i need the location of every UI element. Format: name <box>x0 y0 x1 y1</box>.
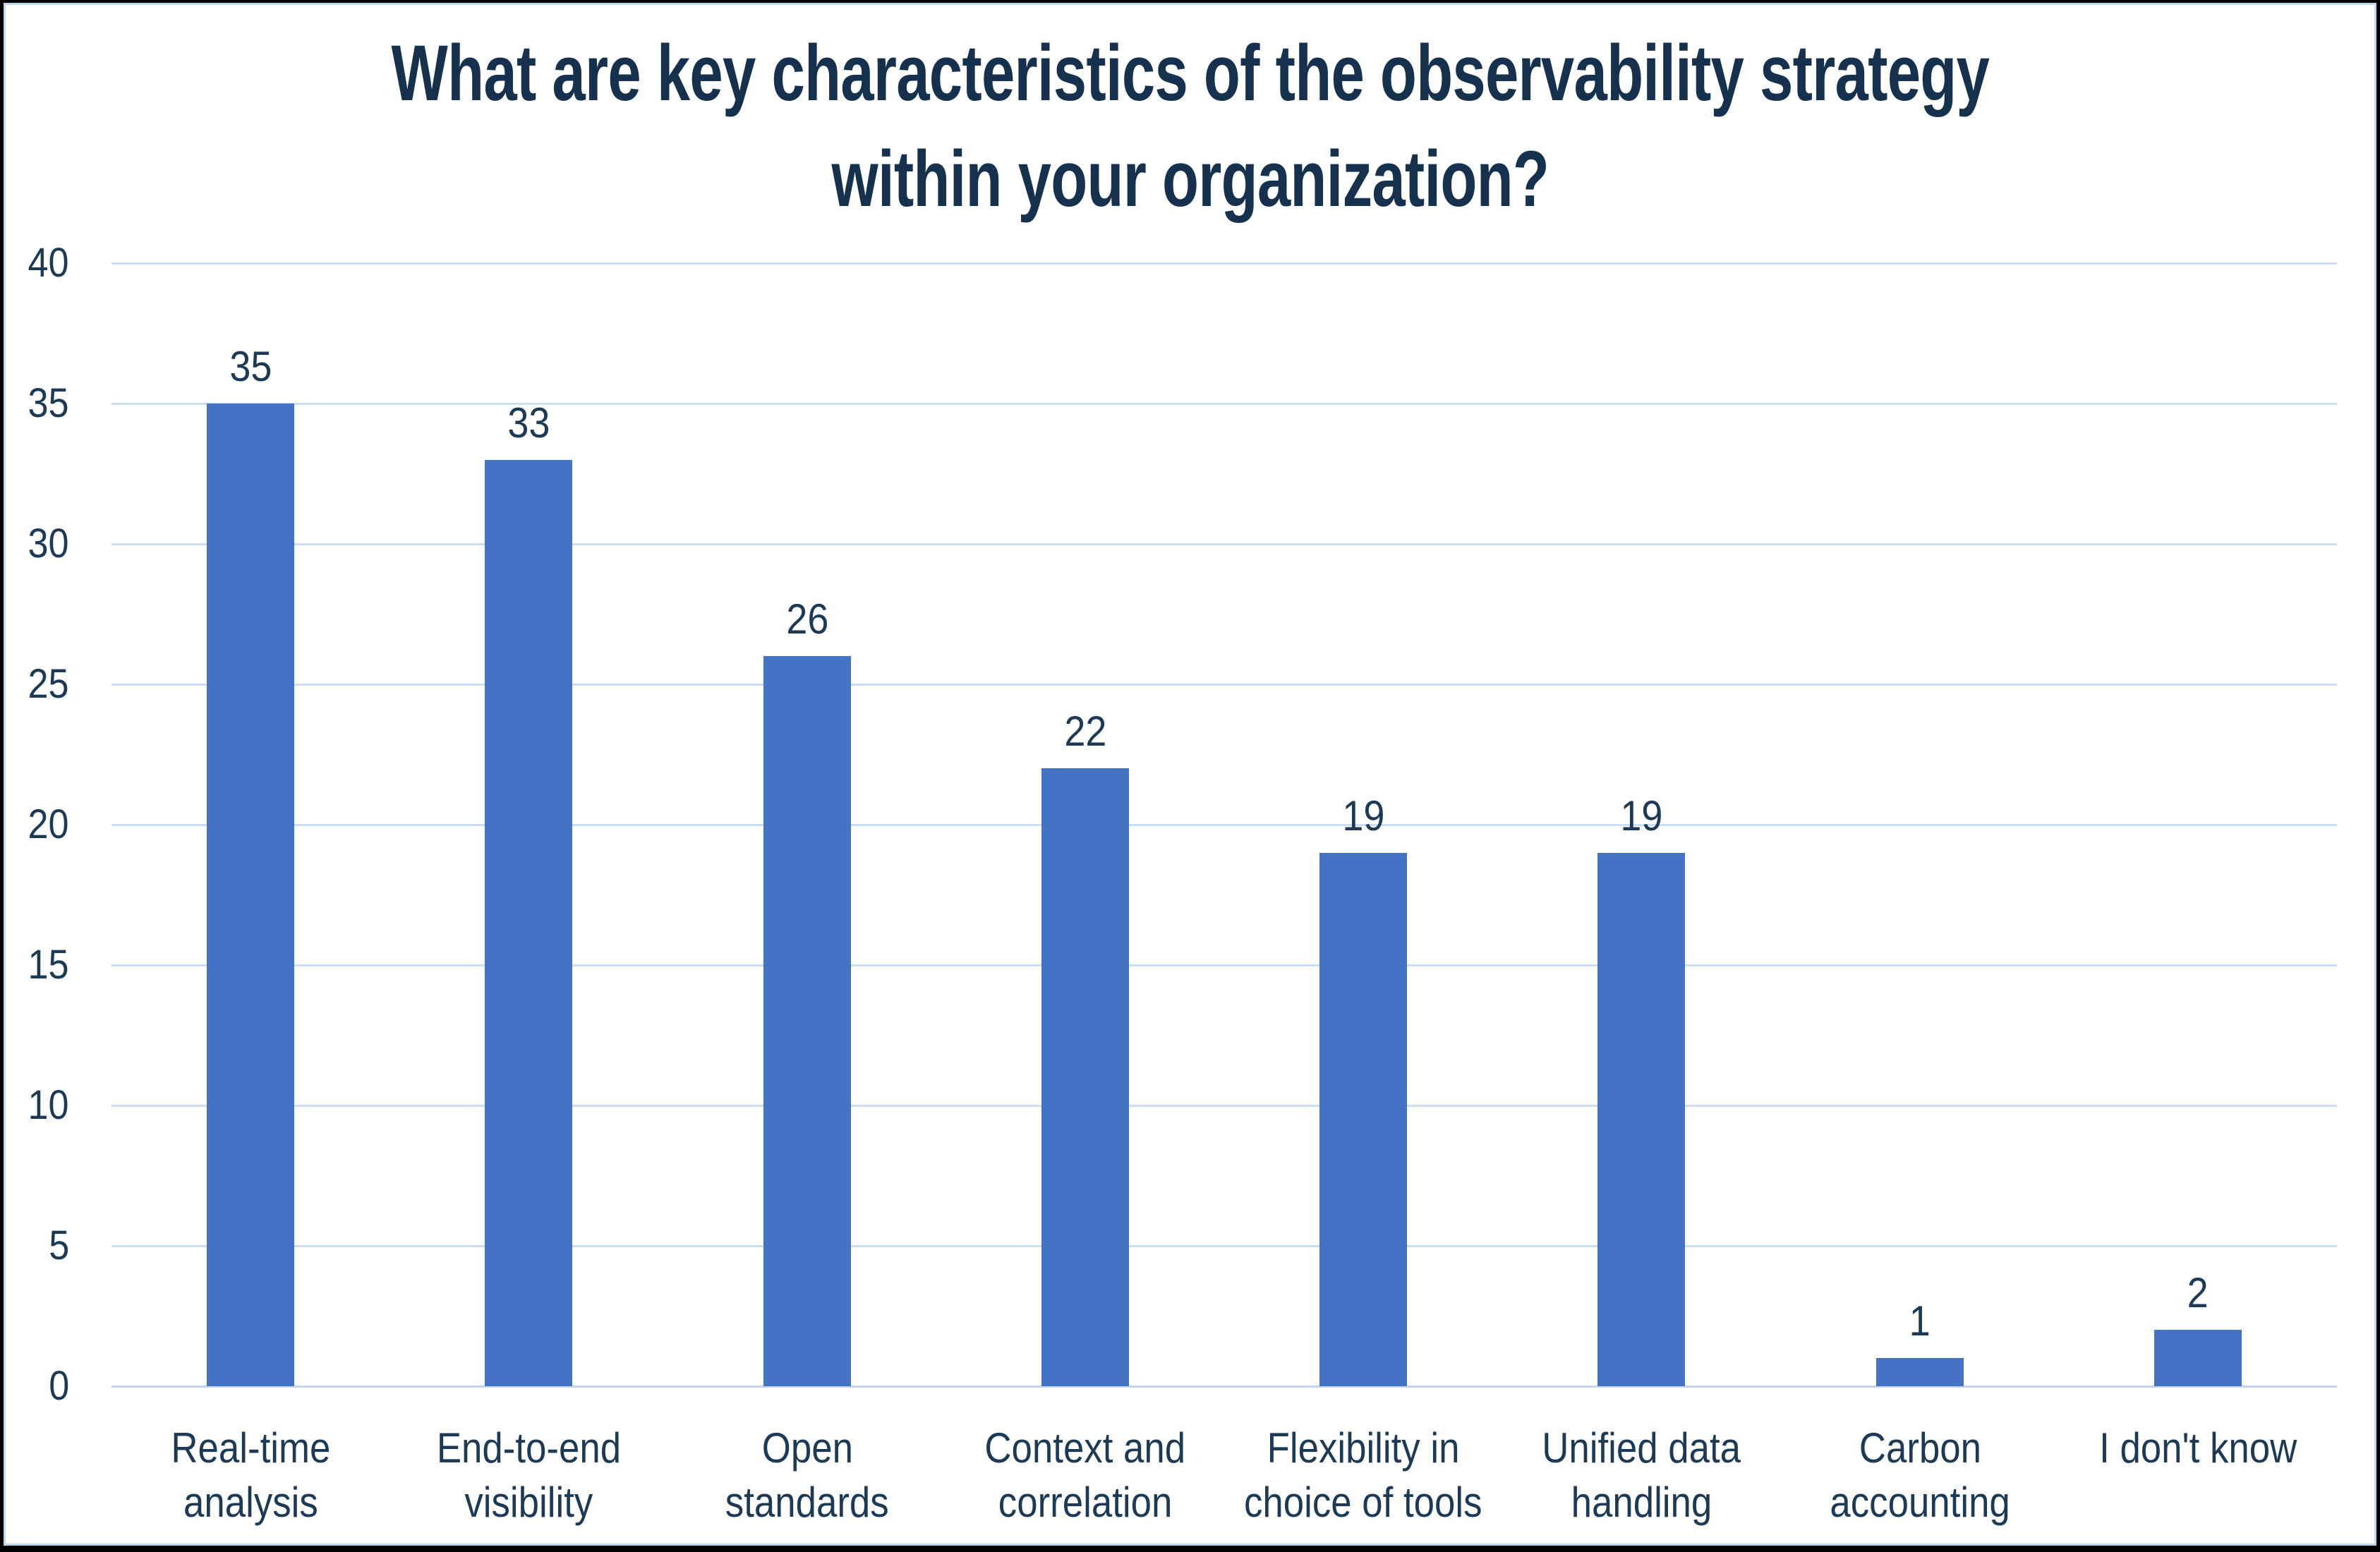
bar <box>1597 853 1685 1386</box>
bar-value: 1 <box>1909 1297 1931 1345</box>
x-axis-category-text: I don't know <box>2098 1424 2297 1472</box>
gridline <box>111 1105 2337 1107</box>
x-axis-category-text: End-to-end <box>436 1424 621 1472</box>
chart-title-line-2: within your organization? <box>831 135 1549 223</box>
gridline <box>111 824 2337 826</box>
gridline <box>111 684 2337 686</box>
x-axis-category-label: Open standards <box>668 1421 946 1529</box>
bar-value-label: 1 <box>1781 1295 2059 1348</box>
bar-value-label: 35 <box>111 340 389 394</box>
x-axis-category-text: Open <box>761 1424 853 1472</box>
bar-value-label: 19 <box>1502 789 1780 843</box>
gridline <box>111 262 2337 265</box>
x-axis-category-label-line: accounting <box>1781 1475 2059 1529</box>
x-axis-category-label-line: Real-time <box>111 1421 389 1475</box>
x-axis-category-label-line: handling <box>1502 1475 1780 1529</box>
gridline <box>111 964 2337 966</box>
y-axis-tick-value: 20 <box>28 801 69 847</box>
y-axis-tick-value: 35 <box>28 380 69 426</box>
x-axis-category-text: standards <box>725 1479 889 1526</box>
x-axis-category-label: Flexibility in choice of tools <box>1224 1421 1502 1529</box>
y-axis-tick-label: 20 <box>6 798 69 851</box>
x-axis-category-text: Flexibility in <box>1267 1424 1460 1472</box>
x-axis-category-label-line: Carbon <box>1781 1421 2059 1475</box>
x-axis-category-text: accounting <box>1830 1479 2010 1526</box>
x-axis-category-text: visibility <box>464 1479 593 1526</box>
bar-value: 19 <box>1341 792 1385 839</box>
y-axis-tick-value: 10 <box>28 1082 69 1128</box>
gridline <box>111 403 2337 405</box>
x-axis-category-label-line: Unified data <box>1502 1421 1780 1475</box>
bar-value: 35 <box>229 343 272 390</box>
x-axis-category-label-line: I don't know <box>2059 1421 2337 1475</box>
y-axis-tick-label: 5 <box>6 1219 69 1273</box>
x-axis-line <box>111 1386 2337 1388</box>
y-axis-tick-value: 0 <box>48 1363 69 1409</box>
x-axis-category-text: choice of tools <box>1244 1479 1482 1526</box>
y-axis-tick-label: 35 <box>6 377 69 430</box>
x-axis-category-text: Context and <box>984 1424 1186 1472</box>
y-axis-tick-value: 40 <box>28 240 69 286</box>
bar-value-label: 33 <box>389 396 668 450</box>
chart-title: What are key characteristics of the obse… <box>6 20 2374 232</box>
bar <box>1319 853 1407 1386</box>
gridline <box>111 1245 2337 1247</box>
x-axis-category-label: End-to-end visibility <box>389 1421 668 1529</box>
x-axis-category-text: analysis <box>183 1479 318 1526</box>
x-axis-category-label-line: correlation <box>946 1475 1224 1529</box>
y-axis-tick-value: 30 <box>28 521 69 566</box>
bar <box>763 656 851 1386</box>
plot-area: 35 33 26 22 19 19 1 2 <box>111 262 2337 1388</box>
y-axis-tick-value: 25 <box>28 661 69 707</box>
bar <box>207 404 294 1386</box>
x-axis-category-label-line: End-to-end <box>389 1421 668 1475</box>
x-axis-category-text: correlation <box>998 1479 1173 1526</box>
bar-value-label: 19 <box>1224 789 1502 843</box>
bar <box>2154 1330 2242 1386</box>
bar-value: 2 <box>2187 1269 2209 1316</box>
x-axis-category-label-line: Context and <box>946 1421 1224 1475</box>
y-axis-tick-label: 0 <box>6 1359 69 1413</box>
y-axis-tick-value: 5 <box>48 1223 69 1268</box>
bar-value-label: 2 <box>2059 1266 2337 1320</box>
chart-title-line-1: What are key characteristics of the obse… <box>391 29 1989 117</box>
y-axis-tick-label: 40 <box>6 236 69 290</box>
x-axis-category-label-line: analysis <box>111 1475 389 1529</box>
bar-value-label: 26 <box>668 593 946 646</box>
x-axis-category-label: Real-time analysis <box>111 1421 389 1529</box>
bar-value: 22 <box>1063 708 1107 755</box>
x-axis-category-label: Unified data handling <box>1502 1421 1780 1529</box>
bar-value-label: 22 <box>946 705 1224 758</box>
bar <box>1876 1358 1964 1386</box>
bar-value: 26 <box>785 595 829 643</box>
x-axis-category-label-line: standards <box>668 1475 946 1529</box>
x-axis-category-label-line: Open <box>668 1421 946 1475</box>
x-axis-category-label: Carbon accounting <box>1781 1421 2059 1529</box>
y-axis-tick-label: 30 <box>6 517 69 571</box>
x-axis-category-text: Unified data <box>1542 1424 1741 1472</box>
x-axis-category-label: Context and correlation <box>946 1421 1224 1529</box>
x-axis-category-text: handling <box>1571 1479 1712 1526</box>
x-axis-category-label-line: Flexibility in <box>1224 1421 1502 1475</box>
x-axis-category-text: Carbon <box>1859 1424 1981 1472</box>
x-axis-category-text: Real-time <box>171 1424 330 1472</box>
bar-value: 19 <box>1619 792 1663 839</box>
y-axis-tick-label: 25 <box>6 657 69 711</box>
bar-value: 33 <box>507 399 550 447</box>
y-axis-tick-value: 15 <box>28 942 69 988</box>
chart-stage: What are key characteristics of the obse… <box>6 5 2374 1544</box>
gridline <box>111 543 2337 545</box>
x-axis-category-label: I don't know <box>2059 1421 2337 1475</box>
chart-inner-border: What are key characteristics of the obse… <box>4 3 2376 1546</box>
bar <box>1041 768 1129 1386</box>
x-axis-category-label-line: visibility <box>389 1475 668 1529</box>
bar <box>485 460 572 1386</box>
y-axis-tick-label: 15 <box>6 938 69 992</box>
y-axis-tick-label: 10 <box>6 1079 69 1132</box>
x-axis-category-label-line: choice of tools <box>1224 1475 1502 1529</box>
